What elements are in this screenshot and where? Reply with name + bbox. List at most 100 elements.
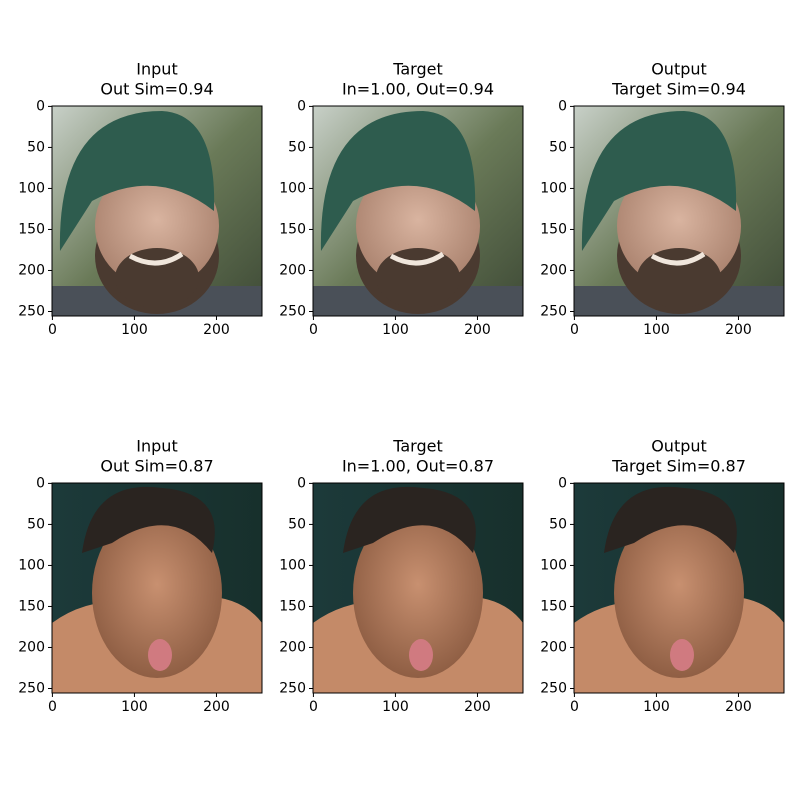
y-tick-label: 0	[297, 98, 306, 114]
panel-title: In=1.00, Out=0.94	[342, 80, 494, 99]
y-tick-label: 100	[540, 180, 567, 196]
face	[617, 164, 741, 288]
y-tick-label: 150	[540, 598, 567, 614]
image	[52, 106, 262, 316]
image	[574, 106, 784, 316]
y-tick-label: 200	[18, 639, 45, 655]
y-tick-label: 150	[18, 598, 45, 614]
y-tick-label: 50	[549, 516, 567, 532]
y-tick-label: 200	[279, 639, 306, 655]
panel-title: Output	[651, 437, 707, 456]
smile	[128, 251, 184, 266]
x-tick-label: 100	[382, 322, 409, 338]
image	[313, 483, 523, 693]
x-tick-label: 0	[309, 699, 318, 715]
y-tick-label: 0	[36, 98, 45, 114]
face	[614, 508, 744, 678]
y-tick-label: 250	[540, 680, 567, 696]
hair	[82, 486, 215, 553]
y-tick-label: 250	[18, 303, 45, 319]
axes-frame	[573, 482, 785, 694]
y-tick-label: 200	[540, 262, 567, 278]
y-tick-label: 250	[540, 303, 567, 319]
face	[92, 508, 222, 678]
beard-lower	[376, 248, 460, 308]
image	[52, 483, 262, 693]
axes-frame	[573, 105, 785, 317]
y-tick-label: 100	[18, 180, 45, 196]
x-tick-label: 0	[309, 322, 318, 338]
y-tick-label: 100	[279, 180, 306, 196]
panel-title: Out Sim=0.87	[100, 457, 213, 476]
y-tick-label: 150	[18, 221, 45, 237]
hair	[343, 486, 476, 553]
x-tick-label: 100	[643, 699, 670, 715]
smile	[650, 251, 706, 266]
y-tick-label: 0	[558, 475, 567, 491]
panel-title: Target	[392, 437, 443, 456]
y-tick-label: 100	[18, 557, 45, 573]
x-tick-label: 100	[643, 322, 670, 338]
x-tick-label: 0	[570, 322, 579, 338]
axes-frame	[312, 482, 524, 694]
y-tick-label: 0	[558, 98, 567, 114]
panel-title: Input	[136, 60, 177, 79]
beanie	[320, 111, 476, 251]
x-tick-label: 200	[203, 699, 230, 715]
y-tick-label: 150	[279, 221, 306, 237]
panel-title: In=1.00, Out=0.87	[342, 457, 494, 476]
beard-lower	[115, 248, 199, 308]
y-tick-label: 50	[288, 516, 306, 532]
face	[353, 508, 483, 678]
x-tick-label: 200	[203, 322, 230, 338]
x-tick-label: 100	[382, 699, 409, 715]
beanie	[581, 111, 737, 251]
beard-lower	[637, 248, 721, 308]
y-tick-label: 250	[279, 303, 306, 319]
beanie	[59, 111, 215, 251]
x-tick-label: 0	[570, 699, 579, 715]
x-tick-label: 200	[725, 322, 752, 338]
tongue	[148, 639, 172, 671]
face	[95, 164, 219, 288]
y-tick-label: 50	[27, 139, 45, 155]
y-tick-label: 200	[540, 639, 567, 655]
x-tick-label: 100	[121, 322, 148, 338]
x-tick-label: 200	[725, 699, 752, 715]
axes-frame	[51, 482, 263, 694]
x-tick-label: 200	[464, 322, 491, 338]
y-tick-label: 200	[279, 262, 306, 278]
x-tick-label: 0	[48, 699, 57, 715]
face	[356, 164, 480, 288]
image	[574, 483, 784, 693]
y-tick-label: 50	[27, 516, 45, 532]
axes-frame	[51, 105, 263, 317]
x-tick-label: 200	[464, 699, 491, 715]
y-tick-label: 0	[297, 475, 306, 491]
x-tick-label: 0	[48, 322, 57, 338]
hair	[604, 486, 737, 553]
y-tick-label: 100	[279, 557, 306, 573]
tongue	[670, 639, 694, 671]
axes-frame	[312, 105, 524, 317]
y-tick-label: 150	[279, 598, 306, 614]
y-tick-label: 50	[549, 139, 567, 155]
panel-title: Target Sim=0.87	[611, 457, 746, 476]
panel-title: Input	[136, 437, 177, 456]
y-tick-label: 150	[540, 221, 567, 237]
y-tick-label: 250	[18, 680, 45, 696]
y-tick-label: 250	[279, 680, 306, 696]
panel-title: Target	[392, 60, 443, 79]
panel-title: Output	[651, 60, 707, 79]
y-tick-label: 200	[18, 262, 45, 278]
panel-title: Target Sim=0.94	[611, 80, 746, 99]
x-tick-label: 100	[121, 699, 148, 715]
panel-title: Out Sim=0.94	[100, 80, 213, 99]
